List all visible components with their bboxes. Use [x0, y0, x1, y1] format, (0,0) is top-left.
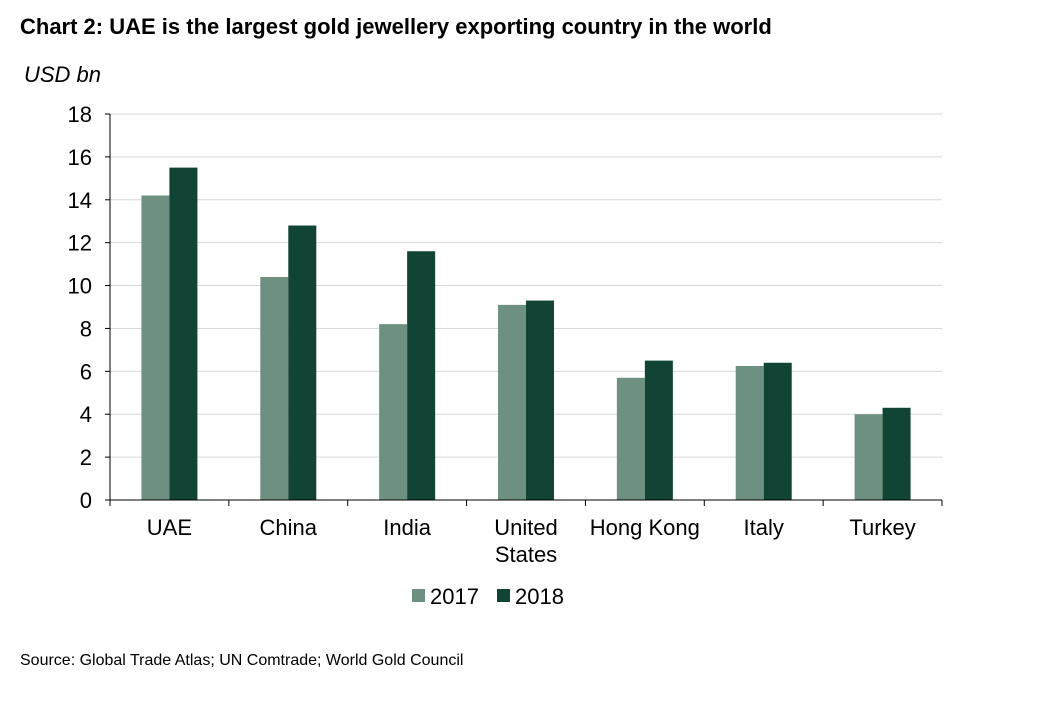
x-tick-label: UAE [147, 515, 192, 540]
y-tick-label: 4 [80, 402, 92, 427]
bar-2018-uae [169, 167, 198, 500]
legend-label-2017: 2017 [430, 584, 479, 609]
y-tick-label: 8 [80, 316, 92, 341]
y-axis-unit-label: USD bn [24, 62, 101, 87]
x-tick-label: Turkey [849, 515, 915, 540]
legend-swatch-2018 [497, 589, 510, 602]
bar-2018-china [288, 225, 317, 500]
bar-2018-turkey [882, 407, 911, 500]
y-tick-label: 14 [68, 188, 92, 213]
y-tick-label: 12 [68, 231, 92, 256]
bar-2017-china [260, 276, 289, 500]
chart-title: Chart 2: UAE is the largest gold jewelle… [20, 14, 772, 39]
legend-swatch-2017 [412, 589, 425, 602]
x-tick-label: Italy [744, 515, 784, 540]
y-tick-label: 16 [68, 145, 92, 170]
x-tick-label: China [260, 515, 318, 540]
bar-2017-turkey [854, 414, 883, 500]
y-tick-label: 18 [68, 102, 92, 127]
y-tick-label: 0 [80, 488, 92, 513]
legend-label-2018: 2018 [515, 584, 564, 609]
bar-2018-hong-kong [644, 360, 673, 500]
bar-2017-hong-kong [616, 377, 645, 500]
source-note: Source: Global Trade Atlas; UN Comtrade;… [20, 652, 464, 669]
bars [141, 167, 911, 500]
legend: 2017 2018 [412, 584, 564, 609]
y-tick-label: 2 [80, 445, 92, 470]
bar-2018-india [407, 251, 436, 500]
bar-2018-united-states [526, 300, 554, 500]
bar-2017-italy [735, 365, 764, 500]
x-tick-label: Hong Kong [590, 515, 700, 540]
x-tick-labels: UAE China India United States Hong Kong Italy T… [147, 515, 916, 567]
bar-2017-india [379, 324, 408, 500]
y-tick-label: 10 [68, 274, 92, 299]
bar-2018-italy [763, 362, 792, 500]
bar-2017-united-states [498, 304, 526, 500]
axes [105, 113, 943, 506]
y-tick-label: 6 [80, 359, 92, 384]
bar-2017-uae [141, 195, 170, 500]
x-tick-label: India [383, 515, 431, 540]
x-tick-label: United States [494, 515, 558, 567]
y-tick-labels: 0 2 4 6 8 10 12 14 16 18 [68, 102, 92, 513]
